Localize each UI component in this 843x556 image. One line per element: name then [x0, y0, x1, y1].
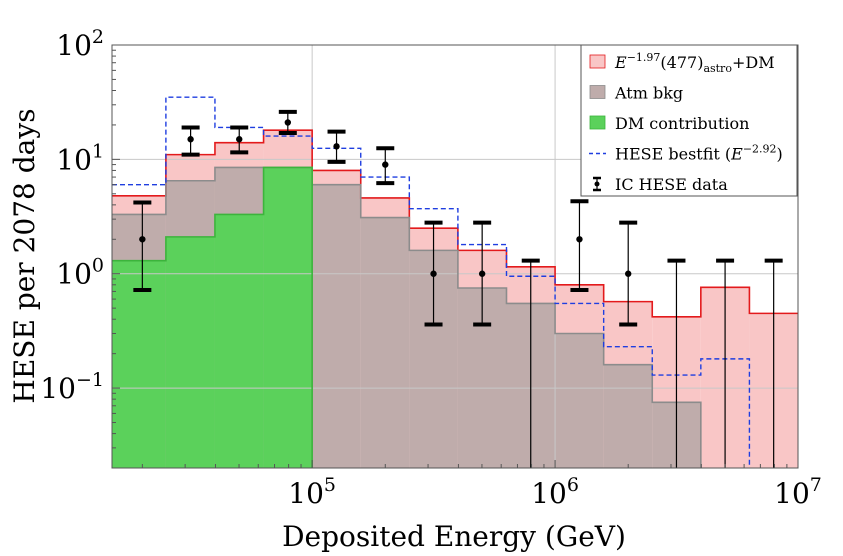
y-tick-base: 10 [56, 143, 92, 176]
legend-text: IC HESE data [615, 175, 728, 194]
y-tick-exp: 2 [92, 26, 104, 48]
data-marker [478, 270, 486, 277]
bar-dm-contribution-0 [112, 260, 166, 468]
data-points [133, 109, 783, 468]
x-tick-label-1: 106 [531, 474, 579, 510]
legend-item-data: IC HESE data [593, 175, 728, 194]
legend-sup: −2.92 [743, 143, 777, 156]
x-tick-exp: 7 [810, 474, 822, 496]
data-marker [139, 236, 146, 243]
legend-e: E [614, 53, 627, 72]
data-point-9 [570, 199, 589, 293]
bar-atm-bkg-5 [360, 217, 410, 468]
legend-text: Atm bkg [614, 84, 683, 103]
bar-atm-bkg-10 [603, 364, 653, 468]
y-tick-exp: 0 [92, 255, 104, 277]
data-point-6 [424, 220, 443, 327]
x-tick-base: 10 [288, 477, 324, 510]
legend-text: DM contribution [615, 114, 749, 133]
data-point-4 [327, 129, 346, 164]
legend-end: +DM [732, 53, 775, 72]
legend-main: HESE bestfit ( [615, 145, 731, 164]
y-axis-title: HESE per 2078 days [8, 108, 41, 403]
data-marker [382, 161, 389, 168]
bar-dm-contribution-3 [263, 167, 313, 468]
data-point-1 [181, 125, 200, 157]
data-marker [430, 270, 437, 277]
data-point-0 [133, 200, 152, 293]
x-tick-label-2: 107 [774, 474, 822, 510]
plot-border [111, 44, 799, 469]
data-point-11 [667, 258, 686, 468]
data-marker [625, 270, 632, 277]
y-tick-label-0: 102 [56, 26, 104, 62]
y-tick-base: 10 [40, 372, 76, 405]
data-point-7 [473, 220, 492, 327]
legend-swatch [589, 85, 606, 99]
x-tick-exp: 6 [567, 474, 579, 496]
data-marker [284, 119, 292, 126]
legend-item-astro: E−1.97(477)astro+DM [589, 51, 775, 75]
bar-dm-contribution-1 [165, 236, 215, 468]
y-tick-label-3: 10−1 [40, 369, 104, 405]
y-tick-base: 10 [56, 258, 92, 291]
x-axis-title: Deposited Energy (GeV) [282, 520, 626, 553]
histogram-fills [112, 130, 798, 469]
data-point-12 [716, 258, 735, 468]
data-point-8 [521, 258, 540, 468]
legend-label: Atm bkg [614, 84, 683, 103]
data-point-2 [230, 125, 249, 155]
legend-label: HESE bestfit (E−2.92) [615, 143, 783, 164]
x-tick-label-0: 105 [288, 474, 336, 510]
bar-atm-bkg-9 [555, 333, 604, 468]
legend-swatch-dot [594, 181, 600, 187]
series-line-dm-contribution [112, 166, 313, 468]
x-tick-base: 10 [531, 477, 567, 510]
data-marker [187, 136, 194, 143]
legend-mid: (477) [660, 53, 703, 72]
x-tick-base: 10 [774, 477, 810, 510]
plot-frame [111, 44, 799, 469]
legend-sub: astro [703, 62, 732, 75]
data-point-3 [278, 109, 297, 136]
legend-end: ) [777, 145, 783, 164]
legend-item-atm: Atm bkg [589, 84, 683, 103]
legend-label: E−1.97(477)astro+DM [614, 51, 775, 75]
bar-dm-contribution-2 [214, 214, 264, 468]
data-marker [236, 136, 243, 143]
bar-atm-bkg-4 [312, 184, 361, 468]
y-tick-label-1: 101 [56, 140, 104, 176]
series-line-hese-bestfit-e-2-92 [112, 96, 751, 468]
data-point-13 [764, 258, 783, 468]
y-tick-exp: −1 [76, 369, 104, 391]
legend-swatch [589, 115, 606, 130]
legend-swatch [589, 54, 606, 69]
legend-box [580, 44, 798, 197]
legend-sup: −1.97 [627, 51, 661, 64]
legend-item-dm: DM contribution [589, 114, 749, 133]
data-point-10 [619, 220, 638, 327]
y-tick-base: 10 [56, 29, 92, 62]
y-tick-label-2: 100 [56, 255, 104, 291]
legend-item-bestfit: HESE bestfit (E−2.92) [589, 143, 783, 164]
legend-label: DM contribution [615, 114, 749, 133]
data-marker [333, 143, 340, 150]
legend-e: E [730, 145, 743, 164]
x-tick-exp: 5 [324, 474, 336, 496]
y-tick-exp: 1 [92, 140, 104, 162]
data-point-5 [376, 146, 395, 186]
legend-label: IC HESE data [615, 175, 728, 194]
data-marker [576, 236, 583, 243]
